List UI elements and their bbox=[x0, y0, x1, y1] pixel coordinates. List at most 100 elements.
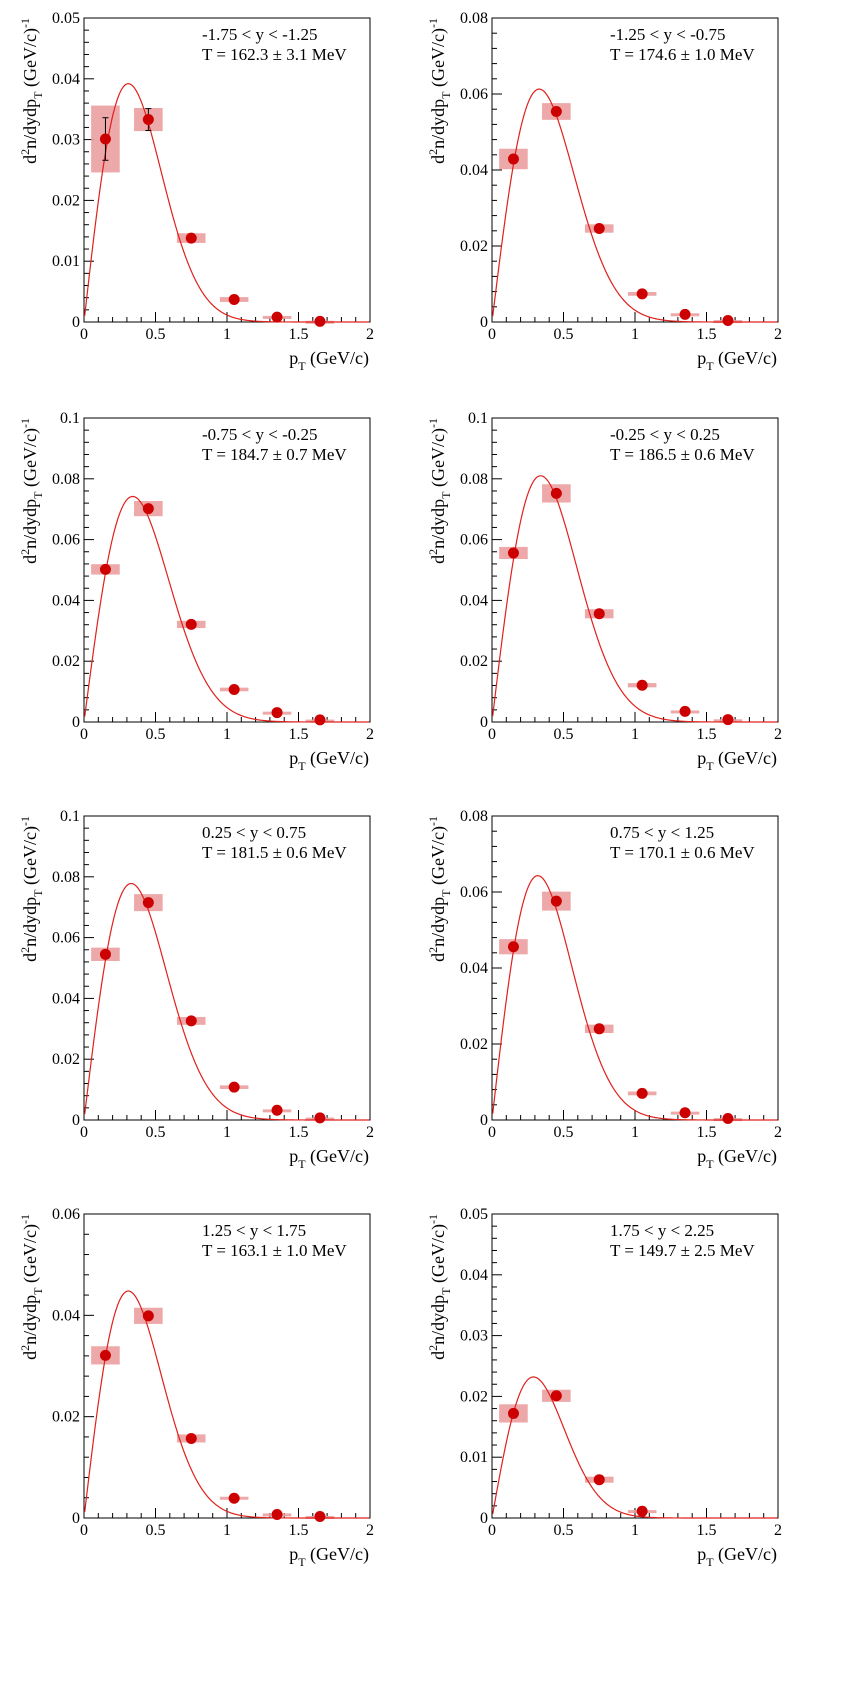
x-tick-label: 0.5 bbox=[554, 1522, 574, 1539]
y-tick-label: 0.06 bbox=[52, 1206, 80, 1223]
y-tick-label: 0.1 bbox=[60, 808, 80, 825]
y-tick-label: 0.02 bbox=[460, 1036, 488, 1053]
y-axis-title: d2n/dydpT (GeV/c)-1 bbox=[426, 418, 453, 564]
x-tick-label: 2 bbox=[774, 726, 782, 743]
y-tick-label: 0.04 bbox=[52, 990, 80, 1007]
fit-curve bbox=[84, 882, 370, 1121]
x-tick-label: 0 bbox=[488, 1522, 496, 1539]
y-tick-label: 0.06 bbox=[52, 532, 80, 549]
y-axis-title: d2n/dydpT (GeV/c)-1 bbox=[426, 1214, 453, 1360]
rapidity-range: -0.75 < y < -0.25 bbox=[202, 425, 318, 444]
x-axis-title: pT (GeV/c) bbox=[289, 1544, 369, 1569]
data-point bbox=[142, 897, 154, 909]
data-point bbox=[228, 1081, 240, 1093]
data-point bbox=[679, 308, 691, 320]
y-axis-title: d2n/dydpT (GeV/c)-1 bbox=[18, 1214, 45, 1360]
y-tick-label: 0.08 bbox=[460, 471, 488, 488]
y-tick-label: 0.08 bbox=[460, 808, 488, 825]
panel-svg: 0 0.5 1 1.5 2 0 0.02 0.04 0.06 0.08 0.1 0.25 < y < … bbox=[18, 808, 374, 1171]
x-tick-label: 0.5 bbox=[554, 1124, 574, 1141]
temperature-value: T = 163.1 ± 1.0 MeV bbox=[202, 1241, 347, 1260]
y-tick-label: 0.04 bbox=[460, 960, 488, 977]
x-tick-label: 0.5 bbox=[146, 1522, 166, 1539]
y-tick-label: 0.04 bbox=[460, 1267, 488, 1284]
fit-curve bbox=[492, 875, 778, 1121]
data-point bbox=[185, 618, 197, 630]
data-point bbox=[550, 895, 562, 907]
x-tick-label: 1.5 bbox=[289, 726, 309, 743]
x-tick-label: 0.5 bbox=[146, 1124, 166, 1141]
data-point bbox=[228, 294, 240, 306]
fit-curve bbox=[492, 88, 778, 323]
y-tick-label: 0.01 bbox=[460, 1449, 488, 1466]
panel-svg: 0 0.5 1 1.5 2 0 0.02 0.04 0.06 0.08 -1.25 < y < -0… bbox=[426, 10, 782, 373]
y-tick-label: 0 bbox=[72, 1112, 80, 1129]
x-tick-label: 1.5 bbox=[697, 1522, 717, 1539]
temperature-value: T = 174.6 ± 1.0 MeV bbox=[610, 45, 755, 64]
x-tick-label: 0.5 bbox=[146, 726, 166, 743]
x-axis-title: pT (GeV/c) bbox=[697, 748, 777, 773]
y-tick-label: 0 bbox=[72, 1510, 80, 1527]
rapidity-range: 1.75 < y < 2.25 bbox=[610, 1221, 714, 1240]
y-tick-label: 0.1 bbox=[60, 410, 80, 427]
fit-curve bbox=[84, 83, 370, 323]
y-tick-label: 0.03 bbox=[52, 132, 80, 149]
data-point bbox=[185, 232, 197, 244]
fit-curve bbox=[492, 1376, 778, 1519]
spectrum-panel: 0 0.5 1 1.5 2 0 0.02 0.04 0.06 0.08 0.1 0.25 < y < … bbox=[0, 798, 420, 1224]
data-point bbox=[593, 1023, 605, 1035]
data-point bbox=[507, 941, 519, 953]
panel-svg: 0 0.5 1 1.5 2 0 0.02 0.04 0.06 1.25 < y < 1.75T =… bbox=[18, 1206, 374, 1569]
x-tick-label: 0 bbox=[488, 326, 496, 343]
temperature-value: T = 184.7 ± 0.7 MeV bbox=[202, 445, 347, 464]
x-tick-label: 2 bbox=[366, 726, 374, 743]
y-tick-label: 0.04 bbox=[52, 592, 80, 609]
x-tick-label: 0.5 bbox=[554, 326, 574, 343]
data-point bbox=[722, 314, 734, 326]
y-axis-title: d2n/dydpT (GeV/c)-1 bbox=[426, 816, 453, 962]
y-tick-label: 0.08 bbox=[460, 10, 488, 27]
rapidity-range: 0.75 < y < 1.25 bbox=[610, 823, 714, 842]
data-point bbox=[636, 679, 648, 691]
data-point bbox=[142, 1310, 154, 1322]
y-tick-label: 0.03 bbox=[460, 1328, 488, 1345]
x-tick-label: 1 bbox=[631, 326, 639, 343]
y-tick-label: 0.02 bbox=[460, 653, 488, 670]
x-tick-label: 0 bbox=[80, 1522, 88, 1539]
y-tick-label: 0.05 bbox=[52, 10, 80, 27]
y-tick-label: 0 bbox=[480, 1510, 488, 1527]
x-tick-label: 2 bbox=[366, 1124, 374, 1141]
data-point bbox=[679, 1107, 691, 1119]
y-tick-label: 0.02 bbox=[52, 192, 80, 209]
x-tick-label: 1 bbox=[631, 1124, 639, 1141]
x-axis-title: pT (GeV/c) bbox=[697, 1544, 777, 1569]
x-tick-label: 0 bbox=[80, 726, 88, 743]
data-point bbox=[228, 1492, 240, 1504]
rapidity-range: -0.25 < y < 0.25 bbox=[610, 425, 720, 444]
spectrum-panel: 0 0.5 1 1.5 2 0 0.02 0.04 0.06 0.08 -1.25 < y < -0… bbox=[408, 0, 828, 426]
y-tick-label: 0.06 bbox=[460, 532, 488, 549]
x-tick-label: 0 bbox=[488, 1124, 496, 1141]
x-tick-label: 2 bbox=[366, 326, 374, 343]
y-tick-label: 0.02 bbox=[52, 653, 80, 670]
y-tick-label: 0 bbox=[72, 314, 80, 331]
panel-svg: 0 0.5 1 1.5 2 0 0.02 0.04 0.06 0.08 0.1 -0.25 < y <… bbox=[426, 410, 782, 773]
rapidity-range: -1.75 < y < -1.25 bbox=[202, 25, 318, 44]
x-axis-title: pT (GeV/c) bbox=[289, 748, 369, 773]
data-point bbox=[271, 311, 283, 323]
data-point bbox=[550, 487, 562, 499]
y-tick-label: 0.06 bbox=[460, 86, 488, 103]
data-point bbox=[507, 547, 519, 559]
x-axis-title: pT (GeV/c) bbox=[697, 348, 777, 373]
y-tick-label: 0.04 bbox=[52, 71, 80, 88]
data-point bbox=[99, 948, 111, 960]
spectrum-panel: 0 0.5 1 1.5 2 0 0.02 0.04 0.06 1.25 < y < 1.75 T =… bbox=[0, 1196, 420, 1622]
y-tick-label: 0.02 bbox=[52, 1409, 80, 1426]
spectrum-panel: 0 0.5 1 1.5 2 0 0.02 0.04 0.06 0.08 0.75 < y < 1.2… bbox=[408, 798, 828, 1224]
data-point bbox=[271, 1104, 283, 1116]
y-axis-title: d2n/dydpT (GeV/c)-1 bbox=[18, 816, 45, 962]
data-point bbox=[314, 714, 326, 726]
rapidity-range: 1.25 < y < 1.75 bbox=[202, 1221, 306, 1240]
x-tick-label: 1 bbox=[223, 1522, 231, 1539]
